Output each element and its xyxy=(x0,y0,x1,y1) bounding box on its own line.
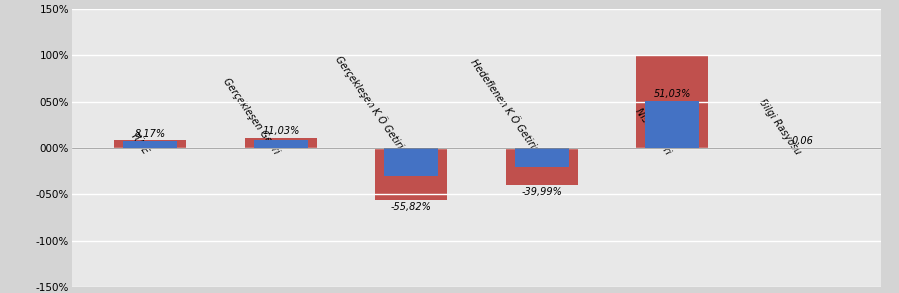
Text: 11,03%: 11,03% xyxy=(262,126,299,136)
Text: 8,17%: 8,17% xyxy=(135,129,165,139)
Bar xyxy=(515,148,569,166)
Text: 0,06: 0,06 xyxy=(792,136,814,146)
Text: 51,03%: 51,03% xyxy=(654,89,691,99)
Bar xyxy=(636,55,708,148)
Text: -55,82%: -55,82% xyxy=(391,202,432,212)
Bar xyxy=(384,148,438,176)
Bar xyxy=(376,148,447,200)
Bar xyxy=(645,100,699,148)
Text: -39,99%: -39,99% xyxy=(521,187,562,197)
Bar xyxy=(245,138,316,148)
Bar xyxy=(506,148,578,185)
Bar xyxy=(254,139,307,148)
Bar xyxy=(123,142,177,148)
Bar xyxy=(114,140,186,148)
